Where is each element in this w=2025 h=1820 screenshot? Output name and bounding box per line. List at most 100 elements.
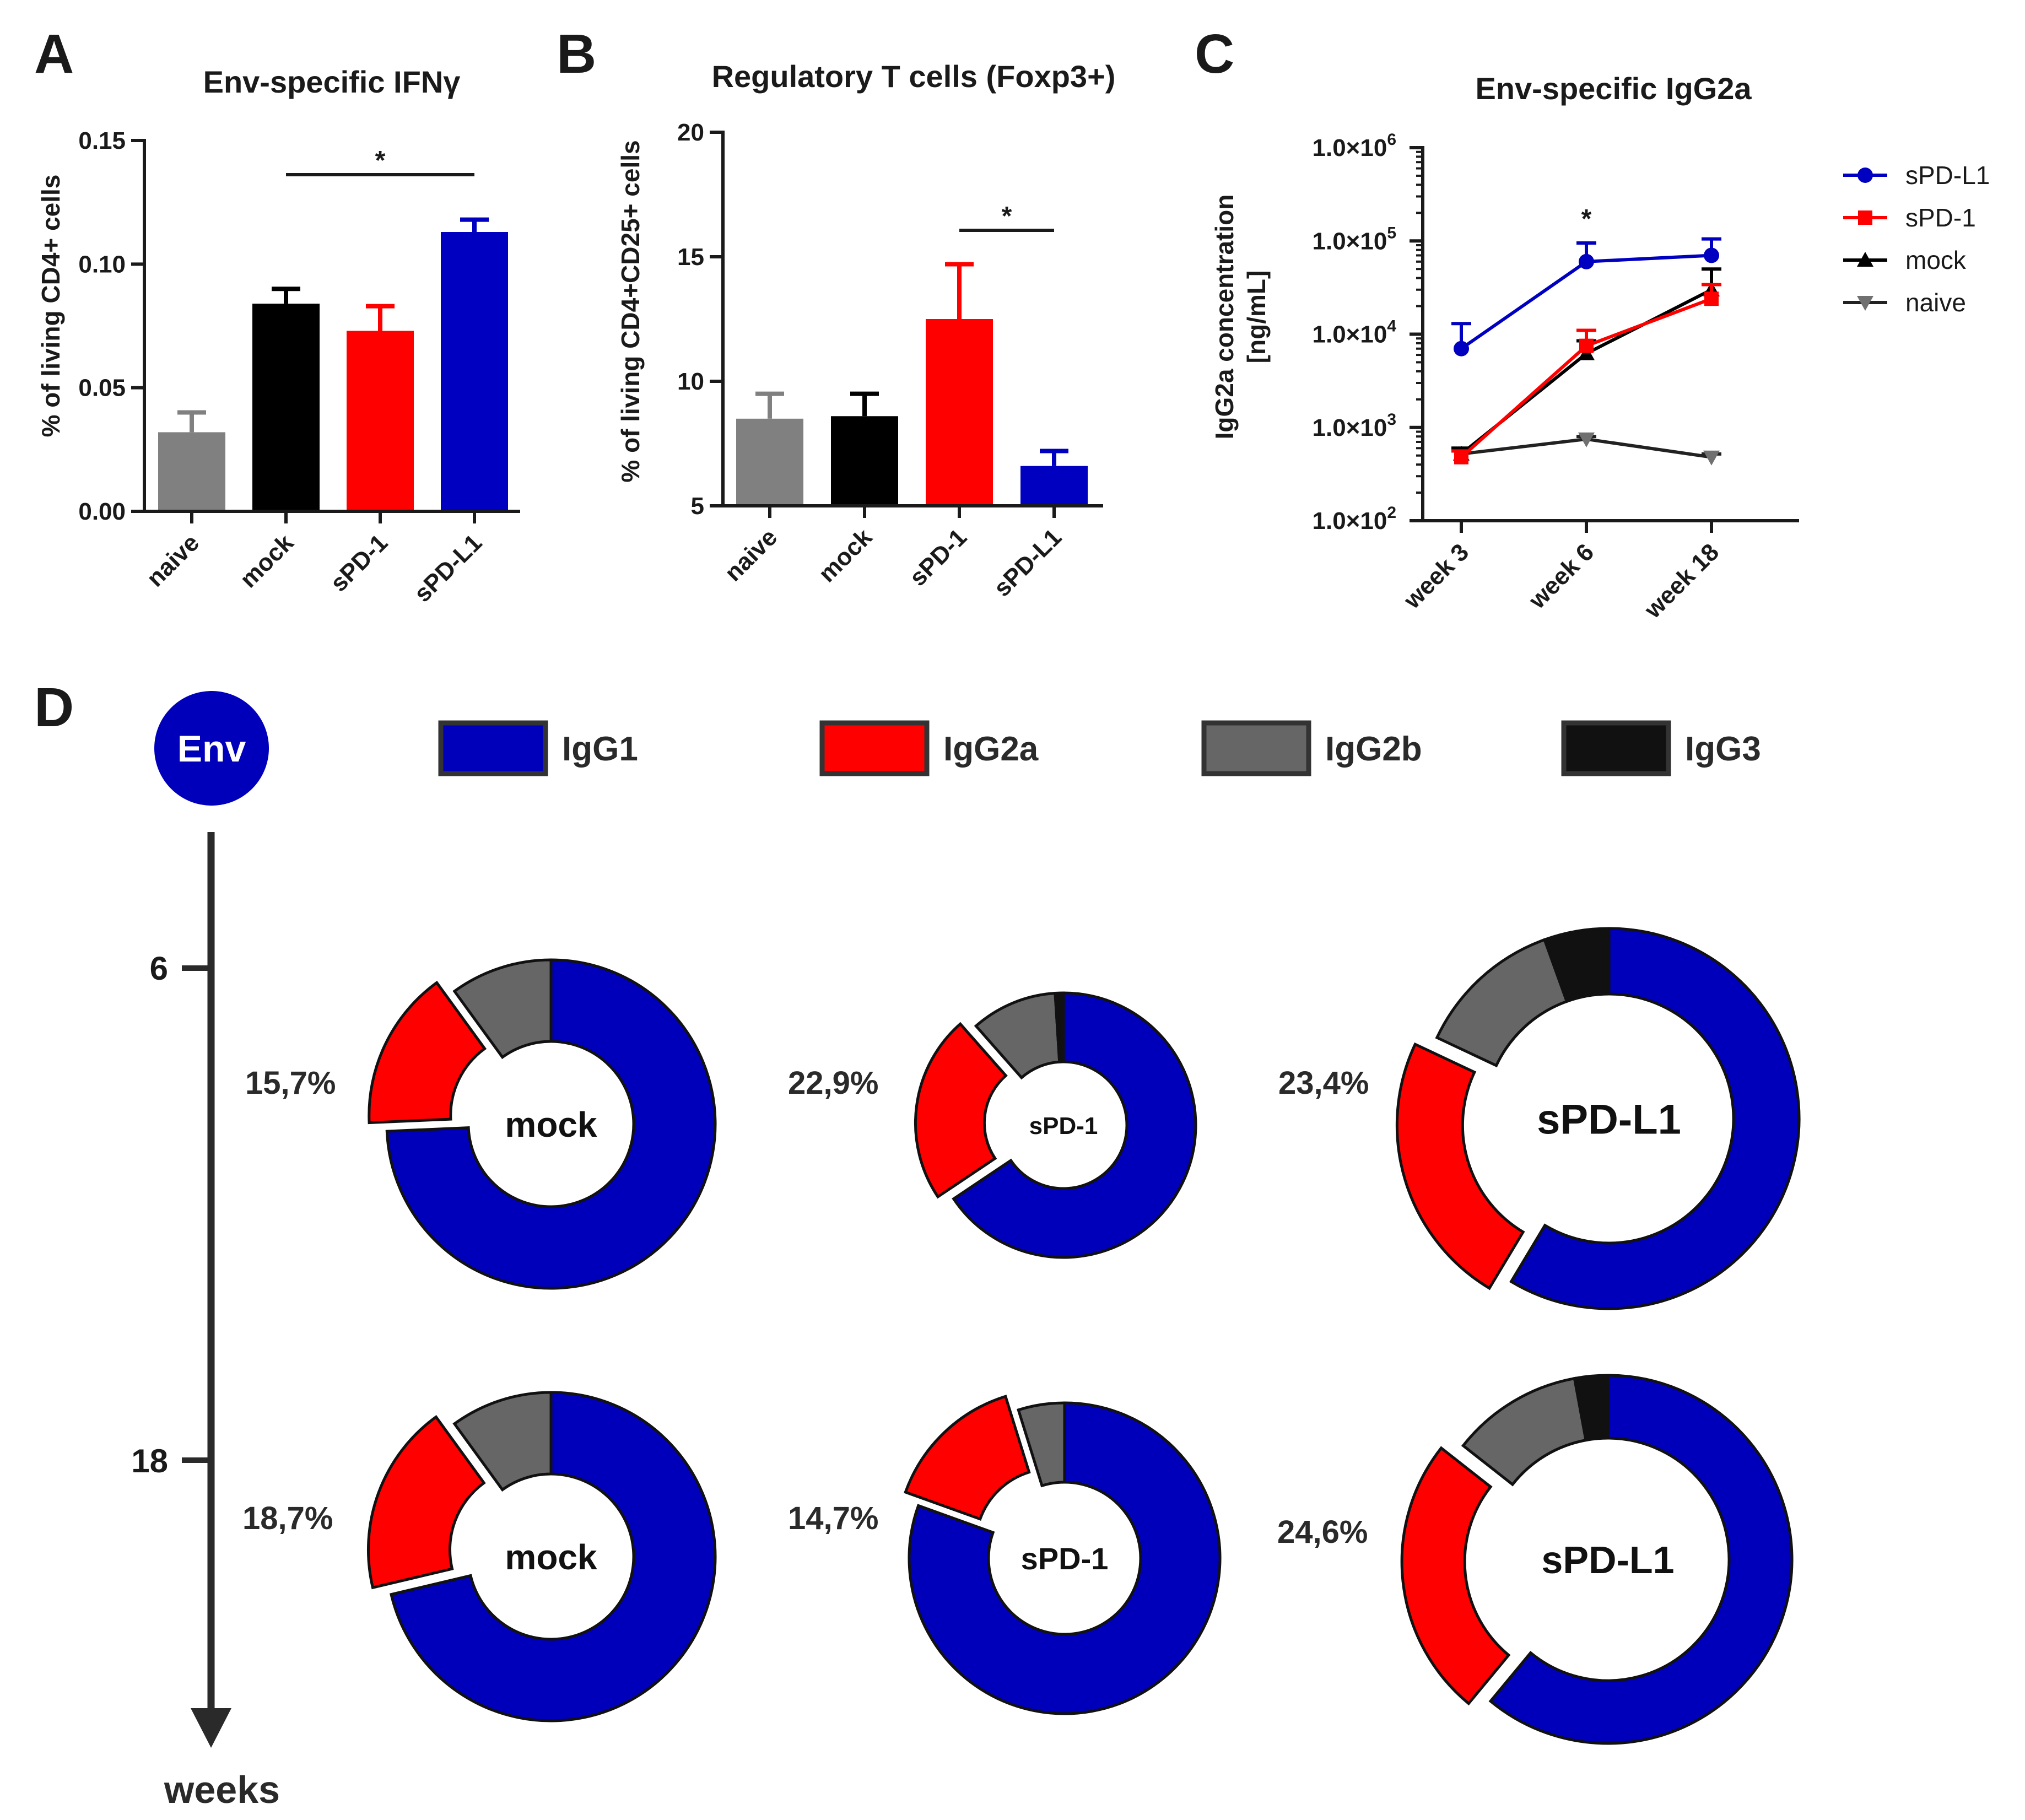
y-tick-label: 1.0×103 xyxy=(1313,411,1397,441)
panel-a-y-ticks: 0.00 0.05 0.10 0.15 xyxy=(78,127,144,525)
significance-star: * xyxy=(375,146,386,175)
slice-IgG1 xyxy=(390,1391,717,1722)
panel-c-series xyxy=(1451,237,1721,466)
significance-star: * xyxy=(1581,204,1592,234)
timepoint-label-6: 6 xyxy=(150,950,168,987)
igg2a-percentage-label: 14,7% xyxy=(788,1500,878,1536)
igg2a-percentage-label: 22,9% xyxy=(788,1065,878,1101)
legend-label: IgG3 xyxy=(1685,730,1761,768)
y-tick-label: 1.0×106 xyxy=(1313,131,1397,161)
donut-sPD-1-week-18: sPD-1 14,7% xyxy=(788,1395,1222,1715)
legend-item-IgG1: IgG1 xyxy=(438,720,638,776)
panel-letter-c: C xyxy=(1195,23,1234,85)
data-point-sPD-L1 xyxy=(1454,341,1469,357)
panel-a-x-ticks: naive mock sPD-1 sPD-L1 xyxy=(142,511,487,607)
slice-IgG1 xyxy=(952,991,1197,1259)
panel-letter-a: A xyxy=(34,23,74,85)
slice-IgG2b xyxy=(1461,1376,1588,1487)
donut-mock-week-6: mock 15,7% xyxy=(245,958,717,1290)
bar-sPD-L1 xyxy=(441,232,508,511)
data-point-sPD-L1 xyxy=(1579,253,1594,269)
legend-label: IgG1 xyxy=(562,730,638,768)
legend-marker xyxy=(1857,252,1873,267)
x-tick-label: sPD-1 xyxy=(325,529,393,597)
igg2a-percentage-label: 15,7% xyxy=(245,1065,336,1101)
legend-item-mock: mock xyxy=(1843,246,1967,274)
data-point-sPD-L1 xyxy=(1704,247,1719,263)
panel-c-title: Env-specific IgG2a xyxy=(1475,71,1752,106)
significance-star: * xyxy=(1002,202,1012,231)
donut-mock-week-18: mock 18,7% xyxy=(242,1391,717,1722)
slice-IgG2a xyxy=(914,1022,1008,1199)
slice-IgG3 xyxy=(1542,927,1611,1003)
panel-a: A Env-specific IFNγ % of living CD4+ cel… xyxy=(34,23,520,607)
bar-mock xyxy=(252,304,320,511)
y-tick-label: 0.00 xyxy=(78,498,126,525)
bar-mock xyxy=(831,416,898,506)
panel-c: C Env-specific IgG2a IgG2a concentration… xyxy=(1195,23,1990,624)
y-tick-mantissa: 1.0×10 xyxy=(1313,321,1387,348)
panel-c-ylabel: IgG2a concentration xyxy=(1210,195,1239,440)
series-sPD-L1 xyxy=(1451,237,1721,357)
panel-a-bars xyxy=(158,217,508,511)
legend-item-IgG2b: IgG2b xyxy=(1201,720,1422,776)
legend-swatch-IgG3 xyxy=(1561,720,1671,776)
bar-naive xyxy=(736,418,803,506)
y-tick-label: 0.10 xyxy=(78,251,126,278)
x-tick-label: week 18 xyxy=(1639,538,1724,624)
y-tick-exponent: 2 xyxy=(1387,504,1396,522)
slice-IgG1 xyxy=(908,1401,1222,1715)
donut-center-label: sPD-L1 xyxy=(1541,1538,1674,1581)
y-tick-label: 15 xyxy=(677,244,704,271)
y-tick-label: 10 xyxy=(677,368,704,395)
igg2a-percentage-label: 23,4% xyxy=(1278,1065,1369,1101)
x-tick-label: week 3 xyxy=(1398,538,1474,614)
x-tick-label: sPD-L1 xyxy=(989,523,1067,602)
panel-a-title: Env-specific IFNγ xyxy=(203,64,461,99)
arrow-down-icon xyxy=(191,1708,231,1748)
antigen-label: Env xyxy=(177,728,246,770)
bar-sPD-1 xyxy=(347,331,414,511)
timeline-label: weeks xyxy=(164,1768,280,1811)
legend-label: naive xyxy=(1905,288,1966,317)
legend-marker xyxy=(1858,210,1872,225)
slice-IgG2a xyxy=(1400,1446,1511,1706)
x-tick-label: naive xyxy=(720,523,782,586)
y-tick-label: 1.0×104 xyxy=(1313,317,1397,348)
slice-IgG2a xyxy=(368,980,487,1125)
panel-c-legend: sPD-L1 sPD-1 mock naive xyxy=(1843,161,1990,317)
data-point-naive xyxy=(1703,450,1720,466)
series-naive xyxy=(1451,432,1721,466)
series-sPD-1 xyxy=(1451,283,1721,465)
legend-label: IgG2a xyxy=(943,730,1039,768)
x-tick-label: sPD-1 xyxy=(904,523,972,591)
y-tick-mantissa: 1.0×10 xyxy=(1313,414,1387,441)
legend-item-IgG3: IgG3 xyxy=(1561,720,1761,776)
panel-c-ylabel-units: [ng/mL] xyxy=(1242,271,1271,364)
slice-IgG1 xyxy=(1509,927,1801,1310)
y-tick-label: 0.15 xyxy=(78,127,126,154)
y-tick-label: 0.05 xyxy=(78,375,126,402)
x-tick-label: mock xyxy=(813,523,877,587)
x-tick-label: sPD-L1 xyxy=(409,529,487,607)
y-tick-exponent: 4 xyxy=(1387,317,1396,336)
timepoint-label-18: 18 xyxy=(131,1443,168,1479)
y-tick-exponent: 3 xyxy=(1387,411,1396,429)
y-tick-mantissa: 1.0×10 xyxy=(1313,134,1387,161)
panel-d-legend: IgG1 IgG2a IgG2b IgG3 xyxy=(438,720,1761,776)
panel-letter-b: B xyxy=(557,23,596,85)
bar-sPD-L1 xyxy=(1020,466,1088,506)
panel-b-x-ticks: naive mock sPD-1 sPD-L1 xyxy=(720,506,1067,602)
slice-IgG2b xyxy=(452,958,553,1060)
legend-swatch-IgG2a xyxy=(819,720,930,776)
y-tick-label: 1.0×105 xyxy=(1313,224,1397,255)
donut-center-label: mock xyxy=(505,1105,597,1144)
igg2a-percentage-label: 24,6% xyxy=(1277,1514,1368,1550)
panel-a-significance: * xyxy=(286,146,474,176)
legend-label: IgG2b xyxy=(1325,730,1422,768)
donut-center-label: mock xyxy=(505,1537,597,1577)
data-point-sPD-1 xyxy=(1579,338,1594,353)
legend-label: sPD-1 xyxy=(1905,203,1976,232)
y-tick-exponent: 6 xyxy=(1387,131,1396,149)
